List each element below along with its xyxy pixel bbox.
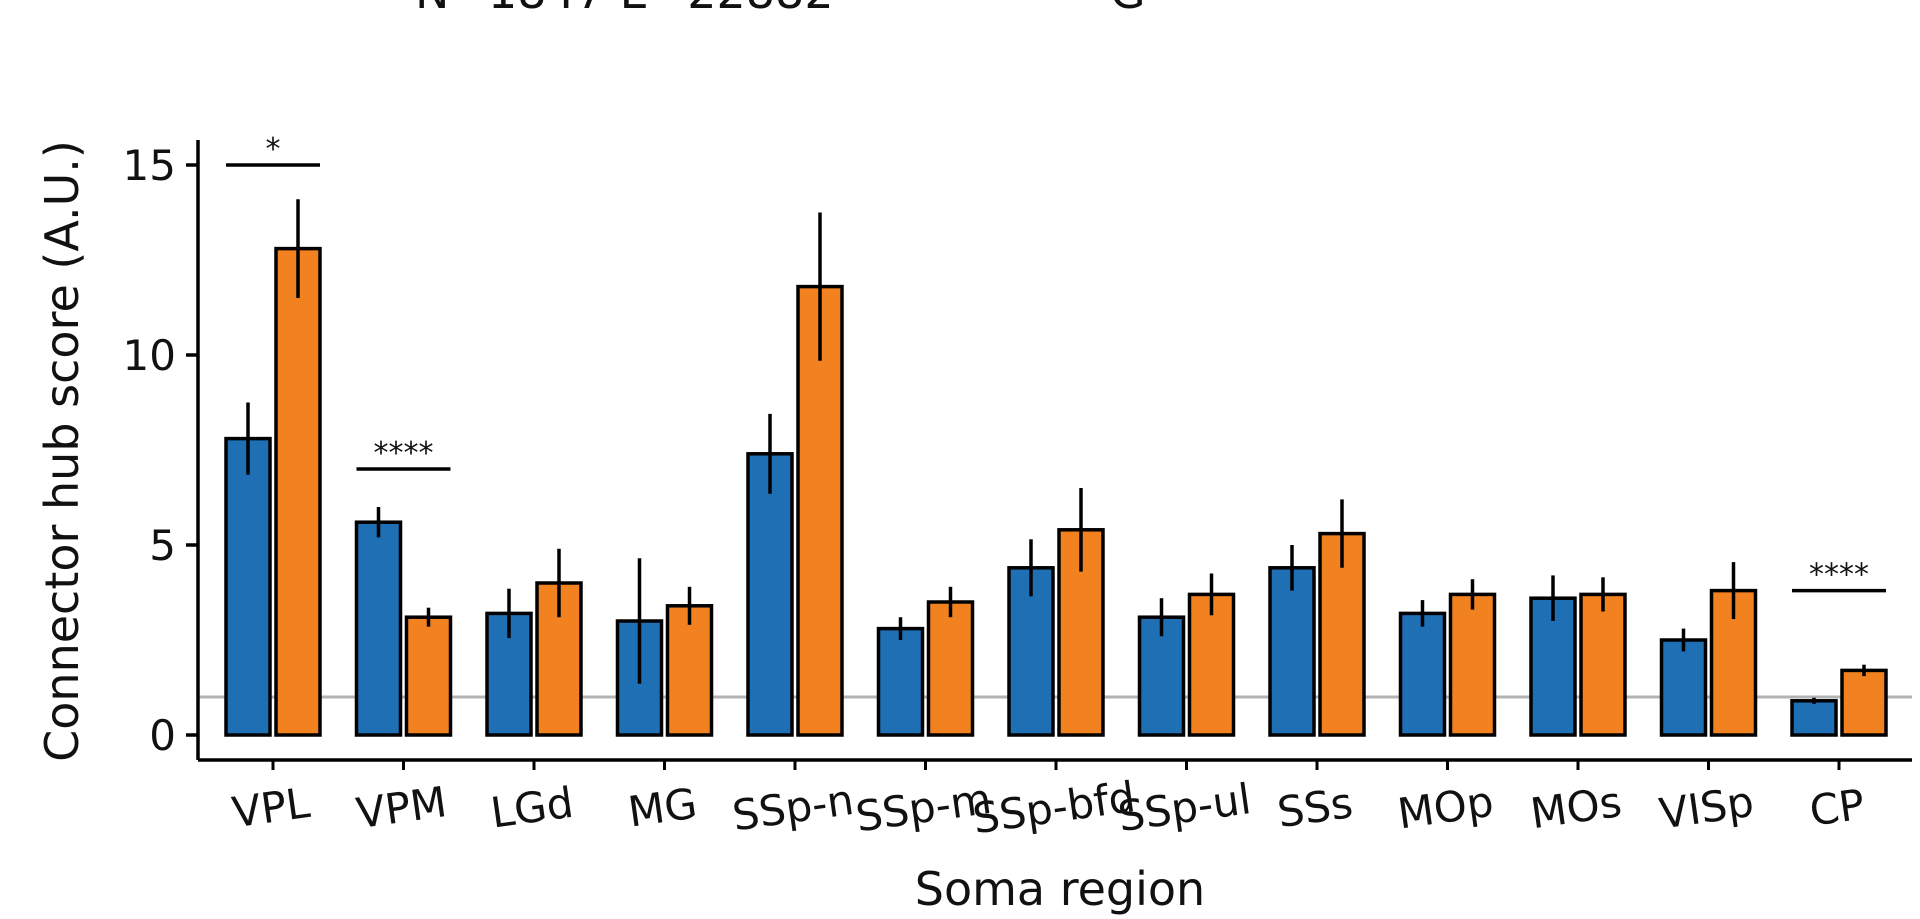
x-tick-label-SSp-bfd: SSp-bfd <box>970 772 1138 843</box>
significance-label-VPL: * <box>266 132 281 167</box>
y-axis-title: Connector hub score (A.U.) <box>35 140 89 762</box>
bar-SSp-n-series-1 <box>746 452 794 737</box>
bar-MOs-series-2 <box>1579 592 1627 737</box>
x-tick-label-CP: CP <box>1807 780 1868 836</box>
bar-VPM-series-1 <box>354 520 403 737</box>
x-tick-label-SSp-n: SSp-n <box>729 775 856 840</box>
header-text-right: G <box>1110 0 1146 19</box>
bar-VPM-series-2 <box>404 615 453 737</box>
bar-VISp-series-1 <box>1659 638 1708 737</box>
x-tick-label-MOp: MOp <box>1395 777 1497 839</box>
x-tick-label-LGd: LGd <box>488 778 577 838</box>
y-tick-label-10: 10 <box>123 331 176 380</box>
y-tick-label-0: 0 <box>149 711 176 760</box>
bar-SSp-m-series-1 <box>876 626 925 737</box>
x-tick-label-SSs: SSs <box>1274 778 1355 837</box>
significance-layer: ********* <box>226 132 1886 593</box>
bar-SSp-m-series-2 <box>926 600 975 737</box>
significance-label-VPM: **** <box>374 436 434 471</box>
bar-CP-series-1 <box>1790 699 1838 737</box>
x-tick-label-MG: MG <box>625 779 700 837</box>
bar-SSp-n-series-2 <box>796 284 844 737</box>
header-text-left: N=1847 E=22882 <box>415 0 834 19</box>
x-tick-label-VPM: VPM <box>353 777 449 838</box>
x-axis-title: Soma region <box>915 862 1205 916</box>
bar-SSs-series-1 <box>1268 566 1316 737</box>
bar-CP-series-2 <box>1840 668 1888 737</box>
x-tick-label-VPL: VPL <box>229 778 313 837</box>
bar-MOp-series-1 <box>1398 611 1447 737</box>
bar-SSp-ul-series-2 <box>1187 592 1236 737</box>
bars-layer <box>224 199 1888 737</box>
x-tick-label-MOs: MOs <box>1527 777 1624 838</box>
bar-VPL-series-2 <box>274 246 322 737</box>
y-tick-label-5: 5 <box>149 521 176 570</box>
significance-label-CP: **** <box>1809 558 1869 593</box>
bar-MOp-series-2 <box>1448 592 1497 737</box>
x-tick-label-SSp-ul: SSp-ul <box>1115 774 1254 841</box>
bar-VPL-series-1 <box>224 436 272 737</box>
bar-MG-series-2 <box>665 604 714 737</box>
x-tick-label-VISp: VISp <box>1656 777 1756 839</box>
y-tick-label-15: 15 <box>123 141 176 190</box>
